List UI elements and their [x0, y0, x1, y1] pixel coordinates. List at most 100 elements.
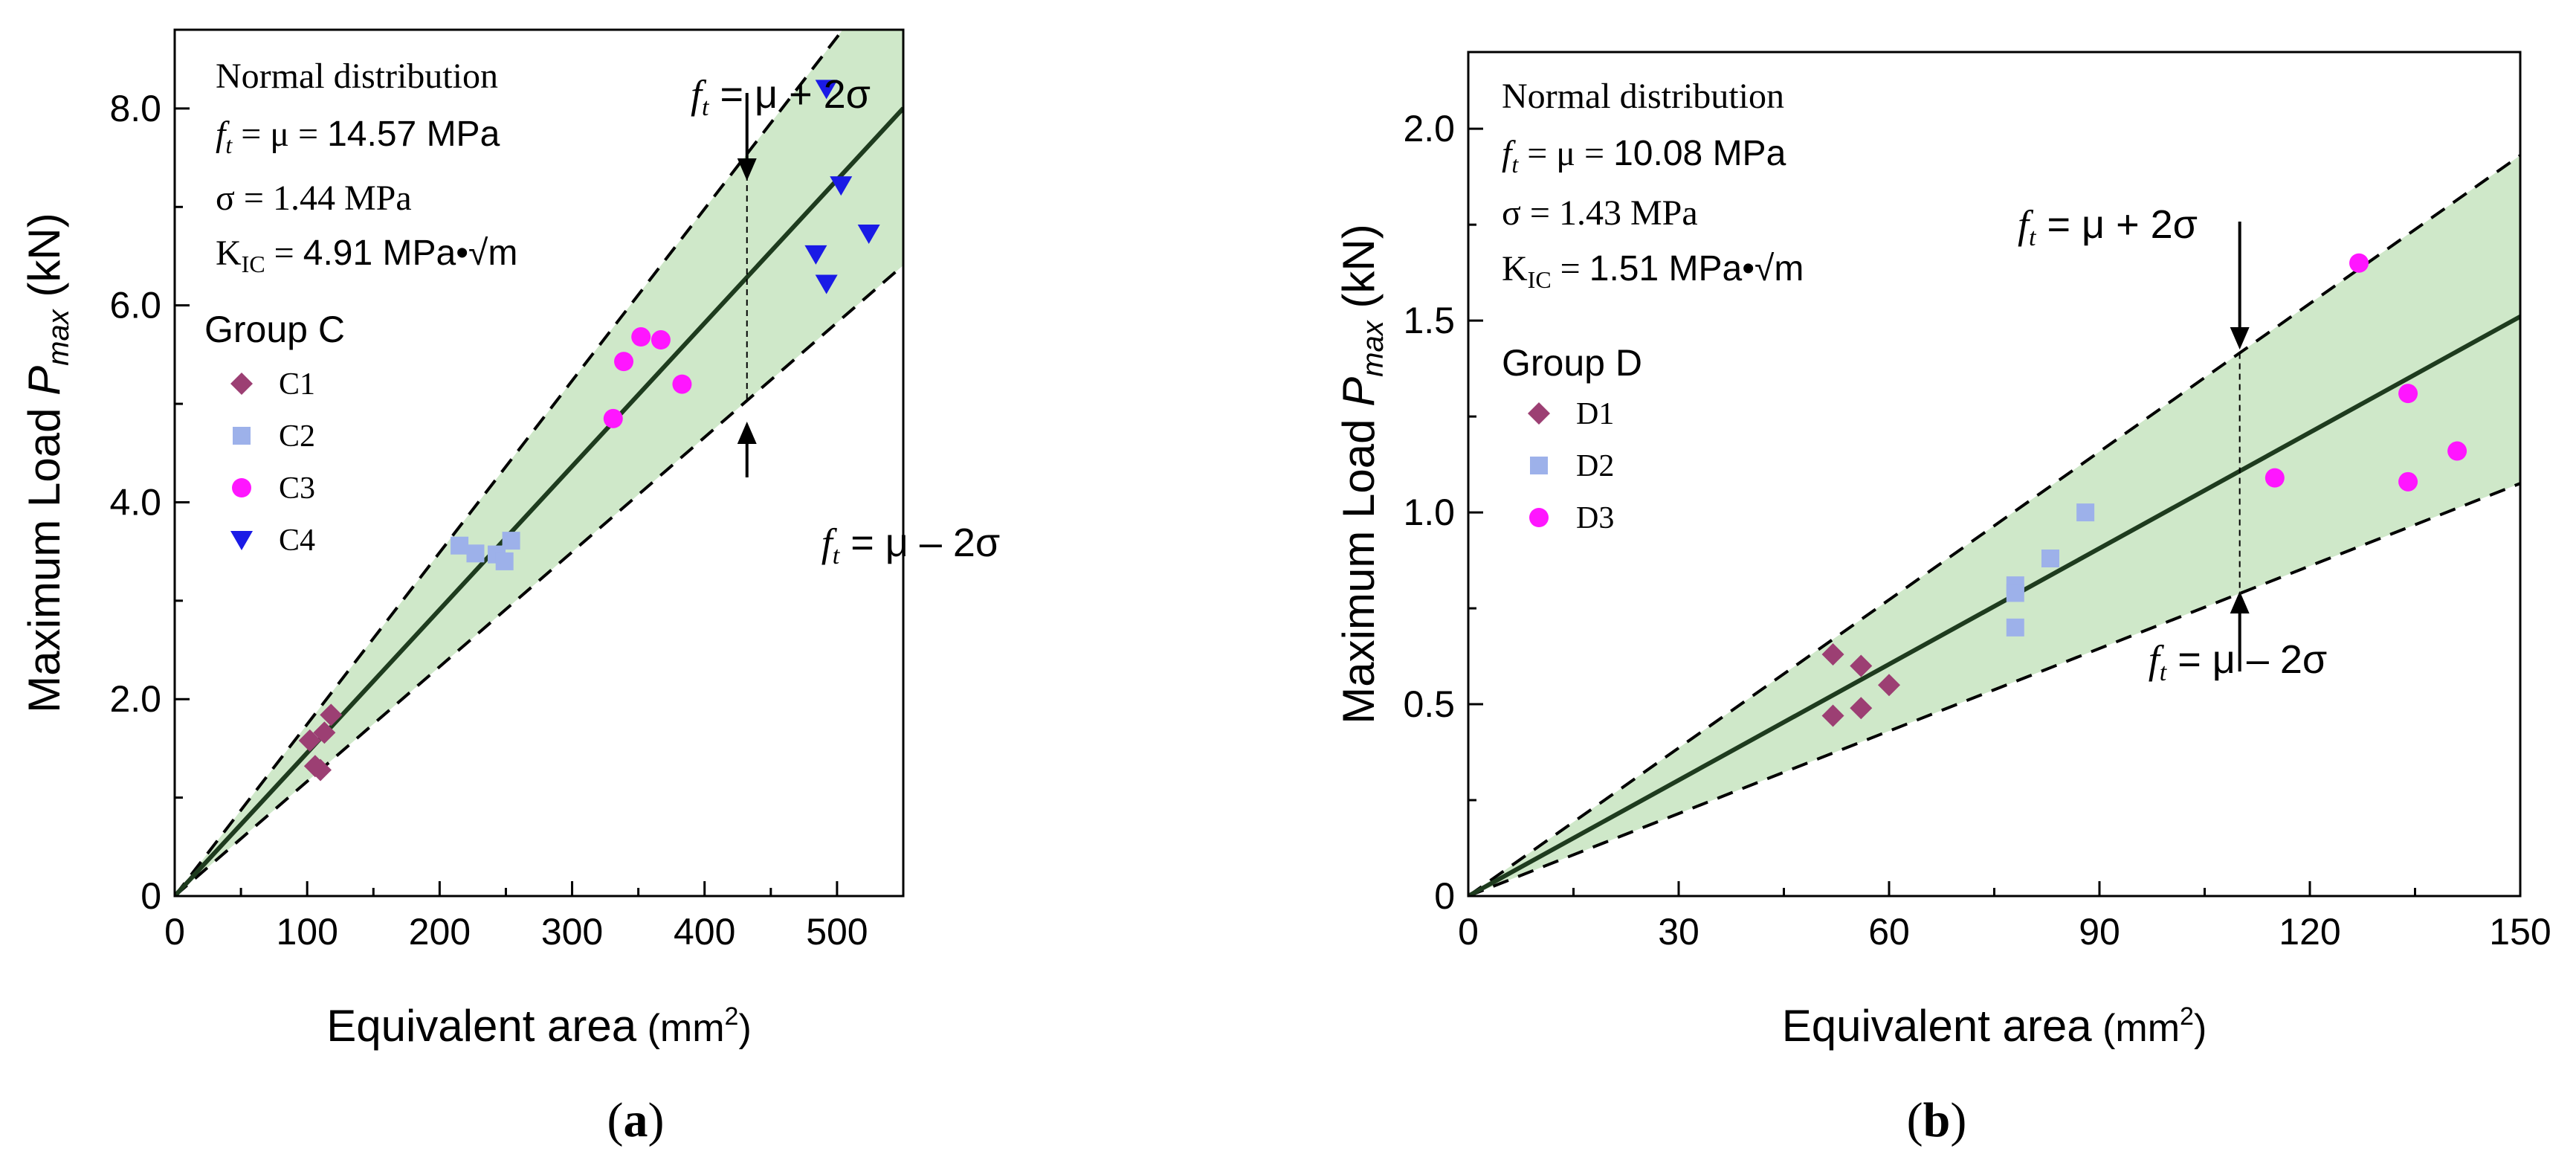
- series-C3: [603, 327, 692, 428]
- series-D1: [1821, 642, 1900, 727]
- data-point-C1: [313, 721, 336, 744]
- data-point-C2: [502, 532, 520, 550]
- y-axis-title-text: Maximum Load: [1334, 407, 1384, 724]
- lower-sub: t: [2160, 659, 2168, 686]
- note-kic-k: K: [1502, 249, 1528, 289]
- x-tick-label: 90: [2079, 911, 2120, 953]
- y-tick-label: 0: [141, 875, 161, 917]
- y-axis-title: Maximum Load Pmax (kN): [19, 213, 75, 712]
- x-axis-unit-close: ): [2194, 1007, 2207, 1050]
- confidence-band: [175, 30, 903, 896]
- data-point-C4: [804, 245, 827, 265]
- caption-close: ): [1950, 1093, 1966, 1147]
- data-point-D1: [1878, 674, 1900, 697]
- lower-bound-label: ft = μ – 2σ: [821, 521, 1001, 570]
- legend-marker-C1: [230, 373, 253, 395]
- y-axis: 0 2.0 4.0 6.0 8.0: [109, 88, 190, 917]
- legend-label-D1: D1: [1576, 397, 1614, 431]
- x-tick-label: 60: [1868, 911, 1910, 953]
- note-kic-eq: =: [265, 233, 303, 273]
- data-point-C3: [651, 330, 671, 350]
- data-point-D3: [2265, 468, 2285, 488]
- data-point-D3: [2398, 471, 2418, 492]
- y-axis-unit: (kN): [1334, 224, 1384, 320]
- x-tick-label: 0: [1458, 911, 1479, 953]
- note-distribution: Normal distribution: [1502, 77, 1784, 116]
- data-point-C4: [857, 225, 880, 245]
- y-axis-title-text: Maximum Load: [19, 396, 69, 713]
- legend-label-D2: D2: [1576, 449, 1614, 483]
- legend-title: Group D: [1502, 342, 1642, 384]
- data-point-D3: [2349, 253, 2369, 273]
- note-sigma: σ = 1.43 MPa: [1502, 193, 1698, 233]
- caption-close: ): [648, 1093, 665, 1147]
- note-sigma: σ = 1.44 MPa: [216, 178, 412, 218]
- upper-bound-line: [175, 30, 845, 896]
- plot-area: [175, 30, 903, 896]
- legend-label-C4: C4: [279, 523, 315, 558]
- series-C2: [451, 532, 520, 570]
- y-tick-label: 2.0: [109, 678, 161, 720]
- note-sigma-value: 1.44 MPa: [273, 178, 412, 218]
- band-annotations: ft = μ + 2σ ft = μ – 2σ: [2018, 202, 2327, 686]
- y-axis-symbol: P: [1334, 377, 1384, 407]
- chart-panel-b: 0 30 60 90 120 150 0 0.5 1.0 1.5 2.0 Equivalent are…: [1334, 51, 2551, 1147]
- note-sigma-value: 1.43 MPa: [1559, 193, 1698, 233]
- y-tick-label: 1.5: [1403, 300, 1455, 341]
- x-axis-title-text: Equivalent area: [1782, 1001, 2093, 1051]
- legend-label-C3: C3: [279, 471, 315, 506]
- y-tick-label: 4.0: [109, 481, 161, 523]
- x-tick-label: 100: [276, 911, 338, 953]
- data-point-C3: [603, 408, 623, 428]
- upper-text: = μ + 2σ: [708, 72, 871, 117]
- data-point-C4: [830, 176, 853, 196]
- x-axis: 0 100 200 300 400 500: [164, 881, 905, 953]
- x-axis-title-text: Equivalent area: [326, 1001, 637, 1051]
- x-tick-label: 150: [2489, 911, 2551, 953]
- note-kic: KIC = 1.51 MPa•√m: [1502, 249, 1804, 293]
- y-tick-label: 8.0: [109, 88, 161, 129]
- note-mean-eq: = μ =: [232, 115, 327, 154]
- data-point-D3: [2398, 384, 2418, 404]
- y-axis-symbol: P: [19, 366, 69, 396]
- series-D3: [2265, 253, 2467, 492]
- series-C1: [298, 703, 343, 782]
- stats-notes: Normal distribution ft = μ = 14.57 MPa σ =…: [216, 57, 517, 277]
- data-point-D2: [2076, 503, 2095, 522]
- y-tick-label: 0: [1434, 875, 1455, 917]
- note-mean: ft = μ = 10.08 MPa: [1502, 134, 1786, 178]
- y-tick-label: 0.5: [1403, 683, 1455, 725]
- legend: Group D D1 D2 D3: [1502, 342, 1642, 535]
- series-C4: [804, 80, 880, 294]
- plot-frame: [173, 28, 905, 898]
- note-mean-sub: t: [1511, 151, 1519, 178]
- legend-marker-C4: [230, 531, 253, 550]
- data-point-C4: [815, 274, 838, 294]
- y-tick-label: 2.0: [1403, 108, 1455, 149]
- y-tick-label: 6.0: [109, 285, 161, 326]
- lower-arrow-head: [2230, 591, 2250, 613]
- x-tick-label: 0: [164, 911, 185, 953]
- data-point-D1: [1821, 704, 1844, 727]
- note-sigma-label: σ =: [216, 178, 273, 218]
- upper-bound-label: ft = μ + 2σ: [2018, 202, 2198, 251]
- y-tick-label: 1.0: [1403, 492, 1455, 533]
- legend: Group C C1 C2 C3 C4: [204, 309, 345, 558]
- x-axis-unit: (mm: [2092, 1007, 2180, 1050]
- legend-marker-D1: [1528, 402, 1550, 425]
- series-D2: [2006, 503, 2095, 637]
- lower-sub: t: [833, 542, 841, 570]
- note-kic-value: 4.91 MPa•√m: [303, 233, 518, 273]
- note-kic-sub: IC: [242, 251, 265, 277]
- upper-arrow-head: [2230, 327, 2250, 349]
- fit-line: [1468, 315, 2520, 896]
- y-axis-symbol-sub: max: [1357, 319, 1389, 377]
- x-axis-unit-sup: 2: [725, 1002, 739, 1031]
- legend-marker-C2: [233, 427, 251, 445]
- caption-letter: a: [624, 1093, 648, 1147]
- lower-bound-label: ft = μ – 2σ: [2149, 637, 2328, 686]
- x-tick-label: 400: [674, 911, 735, 953]
- stats-notes: Normal distribution ft = μ = 10.08 MPa σ =…: [1502, 77, 1804, 293]
- y-axis-title: Maximum Load Pmax (kN): [1334, 224, 1389, 724]
- note-mean-eq: = μ =: [1518, 134, 1613, 173]
